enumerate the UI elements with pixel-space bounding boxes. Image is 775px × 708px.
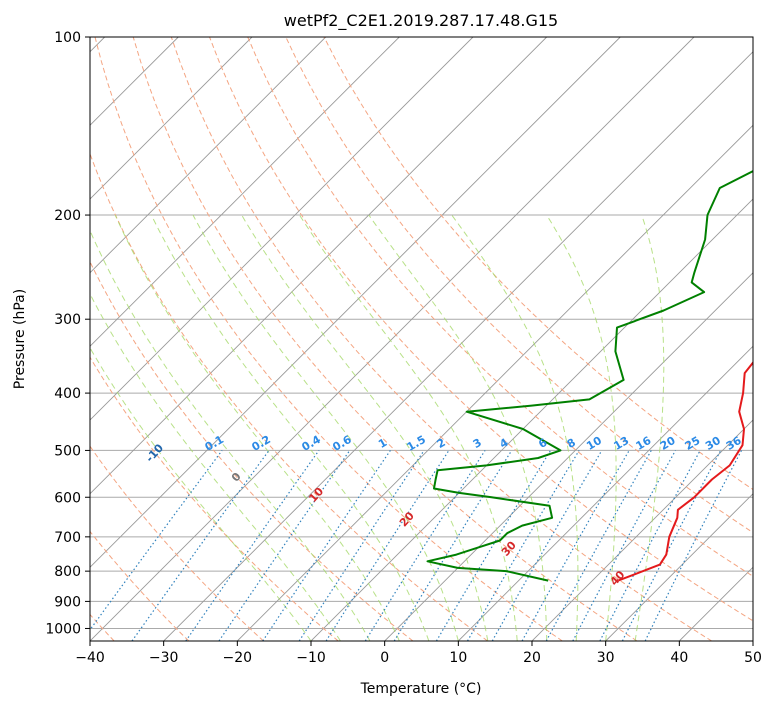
y-tick-label: 700 bbox=[54, 530, 81, 546]
mixing-ratio-line bbox=[90, 450, 223, 631]
mixing-ratio-line bbox=[325, 450, 450, 641]
isotherm-line bbox=[90, 37, 400, 347]
temperature-line bbox=[617, 361, 753, 582]
dry-adiabat-line bbox=[90, 445, 264, 641]
x-axis-label: Temperature (°C) bbox=[360, 681, 482, 697]
isotherm-line bbox=[90, 37, 695, 641]
dry-adiabat-line bbox=[132, 37, 638, 641]
isotherm-line bbox=[384, 272, 753, 641]
y-tick-label: 800 bbox=[54, 564, 81, 580]
dry-adiabat-line bbox=[247, 37, 753, 577]
y-tick-label: 400 bbox=[54, 386, 81, 402]
y-tick-label: 600 bbox=[54, 490, 81, 506]
y-tick-label: 500 bbox=[54, 443, 81, 459]
dry-adiabat-line bbox=[209, 37, 753, 622]
dry-adiabat-line bbox=[170, 37, 712, 641]
dewpoint-line bbox=[426, 170, 753, 582]
mixing-ratio-line bbox=[545, 450, 652, 641]
x-tick-label: 40 bbox=[670, 650, 688, 666]
moist-adiabat-line bbox=[114, 214, 400, 641]
isotherm-line bbox=[90, 37, 474, 421]
x-tick-label: 20 bbox=[523, 650, 541, 666]
mixing-ratio-line bbox=[521, 450, 630, 641]
isotherm-line bbox=[90, 37, 548, 495]
y-tick-label: 100 bbox=[54, 30, 81, 46]
x-tick-label: −30 bbox=[149, 650, 179, 666]
mixing-ratio-line bbox=[185, 450, 320, 641]
plot-frame bbox=[89, 36, 754, 642]
moist-adiabat-line bbox=[90, 292, 341, 641]
y-tick-label: 1000 bbox=[45, 621, 81, 637]
mixing-ratio-line bbox=[131, 450, 270, 641]
moist-adiabat-line bbox=[546, 214, 617, 641]
moist-adiabat-line bbox=[192, 214, 459, 641]
moist-adiabat-line bbox=[634, 214, 665, 641]
dry-adiabat-line bbox=[323, 37, 753, 491]
isotherm-line bbox=[90, 37, 253, 200]
x-axis-ticks: −40 −30 −20 −10 0 10 20 30 40 50 bbox=[75, 641, 762, 666]
isotherm-line bbox=[457, 345, 753, 641]
mixing-ratio-line bbox=[644, 450, 743, 641]
moist-adiabat-line bbox=[90, 346, 312, 641]
dry-adiabat-line bbox=[90, 152, 488, 641]
plot-background bbox=[90, 37, 753, 641]
x-tick-label: −20 bbox=[223, 650, 253, 666]
dry-adiabat-line bbox=[90, 356, 339, 641]
x-tick-label: 10 bbox=[449, 650, 467, 666]
mixing-ratio-line bbox=[262, 450, 391, 641]
moist-adiabat-line bbox=[150, 214, 430, 641]
x-tick-label: 0 bbox=[380, 650, 389, 666]
dry-adiabat-line bbox=[94, 37, 563, 641]
series-layer bbox=[426, 170, 753, 582]
mixing-ratio-line bbox=[572, 450, 677, 641]
mixing-ratio-line bbox=[298, 450, 425, 641]
moist-adiabat-line bbox=[90, 229, 371, 641]
chart-title: wetPf2_C2E1.2019.287.17.48.G15 bbox=[284, 11, 558, 31]
isotherm-line bbox=[90, 37, 327, 274]
isotherm-line bbox=[310, 198, 753, 641]
dry-adiabat-line bbox=[90, 260, 414, 641]
mixing-ratio-line bbox=[218, 450, 351, 641]
x-tick-label: −10 bbox=[296, 650, 326, 666]
isotherm-line bbox=[752, 640, 753, 641]
isotherm-line bbox=[531, 419, 753, 641]
x-tick-label: −40 bbox=[75, 650, 105, 666]
x-tick-label: 50 bbox=[744, 650, 762, 666]
y-axis-ticks: 100 200 300 400 500 600 700 800 900 1000 bbox=[45, 30, 90, 637]
moist-adiabat-line bbox=[368, 214, 548, 641]
y-tick-label: 300 bbox=[54, 312, 81, 328]
moist-adiabat-line bbox=[451, 214, 579, 641]
y-tick-label: 200 bbox=[54, 208, 81, 224]
y-axis-label: Pressure (hPa) bbox=[12, 289, 28, 389]
isotherm-line bbox=[605, 493, 753, 641]
dry-adiabat-line bbox=[90, 530, 190, 641]
isotherm-line bbox=[163, 51, 753, 641]
isotherm-line bbox=[236, 124, 753, 641]
isotherm-line bbox=[90, 37, 621, 568]
x-tick-label: 30 bbox=[597, 650, 615, 666]
mixing-ratio-line bbox=[393, 450, 513, 641]
y-tick-label: 900 bbox=[54, 594, 81, 610]
grid-layer bbox=[90, 37, 753, 641]
moist-adiabat-line bbox=[241, 214, 489, 641]
